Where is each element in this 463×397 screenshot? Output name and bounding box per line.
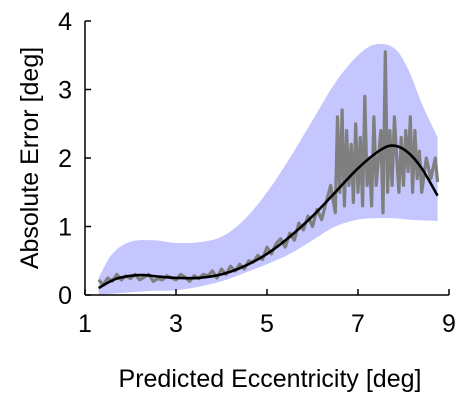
y-axis-label: Absolute Error [deg]: [16, 47, 44, 269]
x-tick-label: 7: [351, 310, 365, 338]
axes: [84, 20, 450, 296]
x-tick-label: 5: [260, 310, 274, 338]
confidence-band: [98, 43, 438, 296]
x-axis-label: Predicted Eccentricity [deg]: [119, 365, 422, 393]
x-tick-label: 9: [442, 310, 456, 338]
y-tick-label: 1: [58, 214, 72, 242]
y-tick-label: 4: [58, 8, 72, 36]
y-tick-label: 3: [58, 77, 72, 105]
y-tick-label: 0: [58, 282, 72, 310]
x-tick-label: 3: [169, 310, 183, 338]
series-layer: [97, 50, 440, 290]
y-tick-label: 2: [58, 145, 72, 173]
fitted-curve-line: [98, 144, 439, 290]
confidence-band-layer: [98, 43, 438, 296]
x-tick-label: 1: [78, 310, 92, 338]
